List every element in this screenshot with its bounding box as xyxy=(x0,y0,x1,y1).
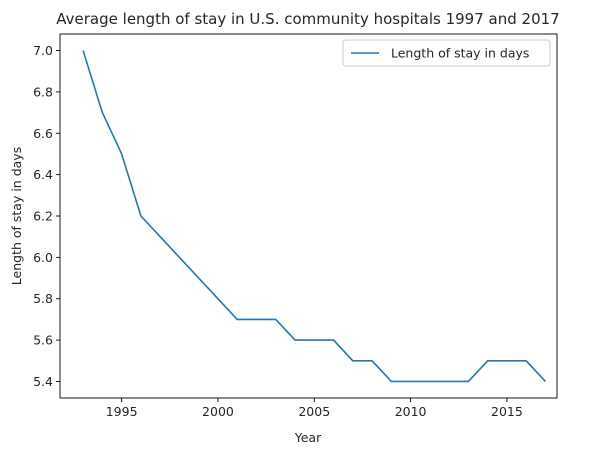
legend-box xyxy=(342,39,551,67)
data-points xyxy=(81,49,547,384)
y-tick-label: 6.0 xyxy=(33,250,53,265)
legend-entry-length-of-stay: Length of stay in days xyxy=(391,46,529,61)
series-line-length-of-stay xyxy=(82,50,547,383)
x-tick-label: 2005 xyxy=(298,404,330,419)
chart-title: Average length of stay in U.S. community… xyxy=(56,10,559,28)
y-tick-label: 5.6 xyxy=(33,333,53,348)
x-tick-label: 2015 xyxy=(491,404,523,419)
x-tick-label: 1995 xyxy=(106,404,138,419)
y-tick-label: 6.4 xyxy=(33,167,53,182)
plot-area-frame xyxy=(59,33,558,399)
y-tick-label: 5.8 xyxy=(33,291,53,306)
x-axis-label: Year xyxy=(294,430,322,445)
y-tick-label: 6.6 xyxy=(33,126,53,141)
y-tick-label: 5.4 xyxy=(33,374,53,389)
legend: Length of stay in days xyxy=(342,39,551,67)
y-axis-label: Length of stay in days xyxy=(9,147,24,285)
x-tick-label: 2000 xyxy=(202,404,234,419)
y-tick-label: 6.8 xyxy=(33,84,53,99)
y-tick-label: 6.2 xyxy=(33,209,53,224)
y-tick-label: 7.0 xyxy=(33,43,53,58)
x-axis: 1995 2000 2005 2010 2015 xyxy=(106,398,523,419)
y-axis: 5.4 5.6 5.8 6.0 6.2 6.4 6.6 6.8 7.0 xyxy=(33,43,60,389)
x-tick-label: 2010 xyxy=(395,404,427,419)
